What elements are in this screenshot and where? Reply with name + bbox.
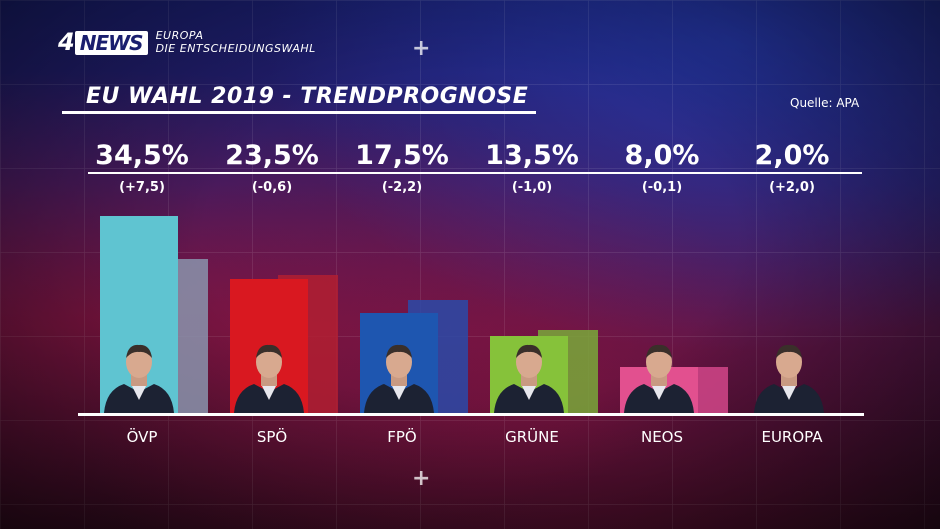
plus-decoration-icon: + [412,466,431,491]
candidate-portrait-oevp [102,340,176,413]
change-label-spoe: (-0,6) [251,180,293,195]
change-label-europa: (+2,0) [769,180,815,195]
person-icon [624,344,694,413]
logo-four: 4 [58,28,75,56]
party-label-fpoe: FPÖ [387,428,417,446]
value-label-neos: 8,0% [624,140,700,171]
change-label-oevp: (+7,5) [119,180,165,195]
plus-decoration-icon: + [412,36,431,61]
channel-logo: 4 NEWS EUROPA DIE ENTSCHEIDUNGSWAHL [58,28,316,56]
candidate-portrait-neos [622,340,696,413]
value-label-fpoe: 17,5% [355,140,449,171]
change-label-gruene: (-1,0) [511,180,553,195]
party-label-europa: EUROPA [761,428,823,446]
candidate-portrait-fpoe [362,340,436,413]
value-label-europa: 2,0% [754,140,830,171]
4news-logo-icon: 4 NEWS [58,28,148,56]
candidate-portrait-gruene [492,340,566,413]
person-icon [234,344,304,413]
value-label-gruene: 13,5% [485,140,579,171]
program-title: EUROPA DIE ENTSCHEIDUNGSWAHL [156,29,316,55]
party-label-gruene: GRÜNE [505,428,559,446]
candidate-portrait-spoe [232,340,306,413]
chart-baseline [78,413,864,416]
change-label-neos: (-0,1) [641,180,683,195]
source-label: Quelle: APA [790,96,860,110]
logo-news: NEWS [74,31,148,55]
program-line-2: DIE ENTSCHEIDUNGSWAHL [155,42,316,55]
party-label-neos: NEOS [640,428,684,446]
person-icon [754,344,824,413]
person-icon [364,344,434,413]
person-icon [494,344,564,413]
candidate-portrait-europa [752,340,826,413]
change-label-fpoe: (-2,2) [381,180,423,195]
header-rule [88,172,862,174]
party-label-oevp: ÖVP [126,428,158,446]
chart-title: EU WAHL 2019 - TRENDPROGNOSE [86,84,529,109]
value-label-spoe: 23,5% [225,140,319,171]
party-label-spoe: SPÖ [256,428,288,446]
person-icon [104,344,174,413]
program-line-1: EUROPA [155,29,204,42]
value-label-oevp: 34,5% [95,140,189,171]
title-underline [62,111,536,114]
